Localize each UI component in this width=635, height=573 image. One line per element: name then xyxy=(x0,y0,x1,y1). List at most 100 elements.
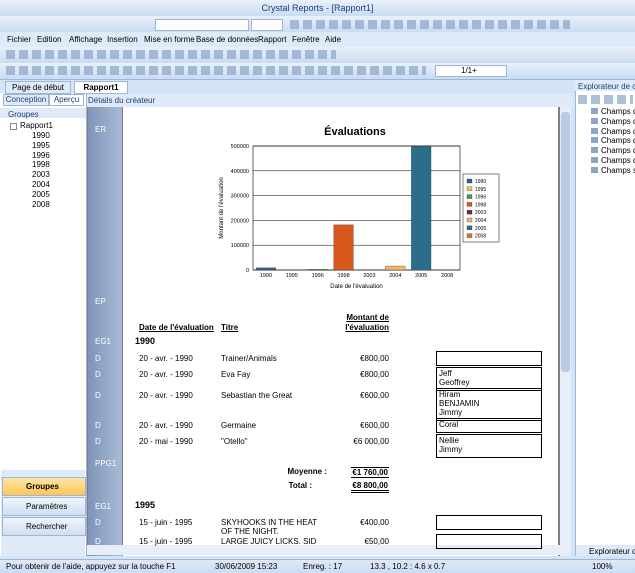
menu-item[interactable]: Insertion xyxy=(107,35,138,44)
tree-item[interactable]: 1990 xyxy=(32,131,50,140)
explorer-icon xyxy=(591,166,598,173)
row-name: Jimmy xyxy=(439,408,463,417)
page-indicator: 1/1+ xyxy=(461,66,477,75)
y-tick-label: 400000 xyxy=(231,169,249,175)
nav-button-label[interactable]: Paramètres xyxy=(26,502,68,511)
nav-button[interactable] xyxy=(2,477,86,496)
bar xyxy=(411,146,432,271)
explorer-icon xyxy=(591,117,598,124)
summary-value: €8 800,00 xyxy=(351,481,389,493)
group-name: 1995 xyxy=(135,500,156,510)
x-tick-label: 2008 xyxy=(441,273,453,279)
tree-item[interactable]: 2005 xyxy=(32,189,50,199)
explorer-item[interactable]: Champs de xyxy=(601,156,635,165)
row-amount: €50,00 xyxy=(364,537,389,546)
menu-item[interactable]: Aide xyxy=(325,35,342,44)
toolbar-icons xyxy=(6,50,336,59)
tree-item[interactable]: 1995 xyxy=(32,140,50,150)
explorer-item[interactable]: Champs de xyxy=(601,136,635,146)
bar xyxy=(385,265,406,271)
tree-item[interactable]: 1996 xyxy=(32,150,50,160)
row-amount: €600,00 xyxy=(360,391,389,400)
menu-item[interactable]: Fenêtre xyxy=(292,35,320,44)
legend-label: 1990 xyxy=(475,179,486,185)
toolbar-icons xyxy=(6,66,426,75)
nav-button[interactable] xyxy=(2,497,86,516)
status-date: 30/06/2009 15:23 xyxy=(215,562,278,571)
x-tick-label: 2004 xyxy=(389,273,401,279)
view-tab[interactable]: Aperçu xyxy=(49,94,84,106)
menu-item[interactable]: Affichage xyxy=(69,35,103,44)
section-label: EP xyxy=(95,297,106,306)
font-box[interactable] xyxy=(155,19,249,31)
legend-swatch xyxy=(466,178,473,184)
row-name: Jeff xyxy=(439,369,452,378)
breadcrumb: Détails du créateur xyxy=(88,96,156,105)
status-bar xyxy=(0,559,635,573)
menu-item[interactable]: Base de données xyxy=(196,35,259,44)
toolbar-icons xyxy=(290,20,570,29)
row-title: "Otello" xyxy=(221,437,248,446)
section-label: D xyxy=(95,437,101,446)
y-tick-label: 0 xyxy=(246,268,249,274)
row-amount: €6 000,00 xyxy=(353,437,389,446)
row-amount: €800,00 xyxy=(360,370,389,379)
nav-button-label[interactable]: Groupes xyxy=(26,482,59,491)
menu-item[interactable]: Mise en forme xyxy=(144,35,195,44)
column-header: l'évaluation xyxy=(345,323,389,332)
x-tick-label: 1996 xyxy=(312,273,324,279)
tree-item[interactable]: 1998 xyxy=(32,160,50,170)
menu-item[interactable]: Edition xyxy=(37,35,62,44)
explorer-item[interactable]: Champs de xyxy=(601,107,635,116)
row-amount: €800,00 xyxy=(360,354,389,363)
legend-label: 2004 xyxy=(475,218,486,224)
explorer-item[interactable]: Champs de xyxy=(601,146,635,156)
section-label: D xyxy=(95,518,101,527)
x-tick-label: 2005 xyxy=(415,273,427,279)
row-date: 15 - juin - 1995 xyxy=(139,537,193,546)
explorer-item[interactable]: Champs d' xyxy=(601,126,635,136)
section-label: D xyxy=(95,537,101,546)
section-label: D xyxy=(95,391,101,400)
names-box xyxy=(436,515,542,530)
legend-swatch xyxy=(466,194,473,199)
tree-item[interactable]: 2003 xyxy=(32,170,50,180)
nav-button[interactable] xyxy=(2,517,86,536)
summary-value: €1 760,00 xyxy=(351,467,389,478)
y-tick-label: 100000 xyxy=(231,243,249,249)
scroll-thumb[interactable] xyxy=(561,112,570,372)
page-box[interactable] xyxy=(435,65,507,77)
tree-toggle[interactable] xyxy=(10,123,17,130)
group-name: 1990 xyxy=(135,336,156,346)
tree-item[interactable]: 2004 xyxy=(32,180,50,189)
doc-tab[interactable]: Page de début xyxy=(5,81,71,94)
horizontal-scrollbar[interactable] xyxy=(87,545,560,555)
view-tab[interactable]: Conception xyxy=(3,94,49,106)
doc-tab[interactable]: Rapport1 xyxy=(74,81,128,94)
section-label: D xyxy=(95,354,101,363)
groups-header xyxy=(0,108,86,118)
right-panel xyxy=(575,80,635,556)
y-tick-label: 300000 xyxy=(231,194,249,200)
explorer-item[interactable]: Champs spé xyxy=(601,165,635,175)
status-help: Pour obtenir de l'aide, appuyez sur la t… xyxy=(6,562,176,571)
row-date: 20 - avr. - 1990 xyxy=(139,370,193,379)
legend-label: 1998 xyxy=(475,202,486,208)
tree-root[interactable]: Rapport1 xyxy=(20,121,53,130)
tree-item[interactable]: 2008 xyxy=(32,199,50,209)
groups-title: Groupes xyxy=(8,110,39,119)
menu-item[interactable]: Fichier xyxy=(7,35,32,44)
row-date: 20 - avr. - 1990 xyxy=(139,391,193,400)
section-label: EG1 xyxy=(95,337,112,346)
summary-label: Moyenne : xyxy=(287,467,327,476)
legend-swatch xyxy=(466,210,473,215)
plot-frame xyxy=(252,145,461,271)
row-title: Eva Fay xyxy=(221,370,251,379)
explorer-item[interactable]: Champs de xyxy=(601,116,635,126)
explorer-icon xyxy=(591,147,598,154)
menu-item[interactable]: Rapport xyxy=(258,35,287,44)
column-header: Titre xyxy=(221,323,239,332)
explorer-footer-tab[interactable] xyxy=(576,545,635,556)
size-box[interactable] xyxy=(251,19,283,31)
nav-button-label[interactable]: Rechercher xyxy=(26,522,68,531)
